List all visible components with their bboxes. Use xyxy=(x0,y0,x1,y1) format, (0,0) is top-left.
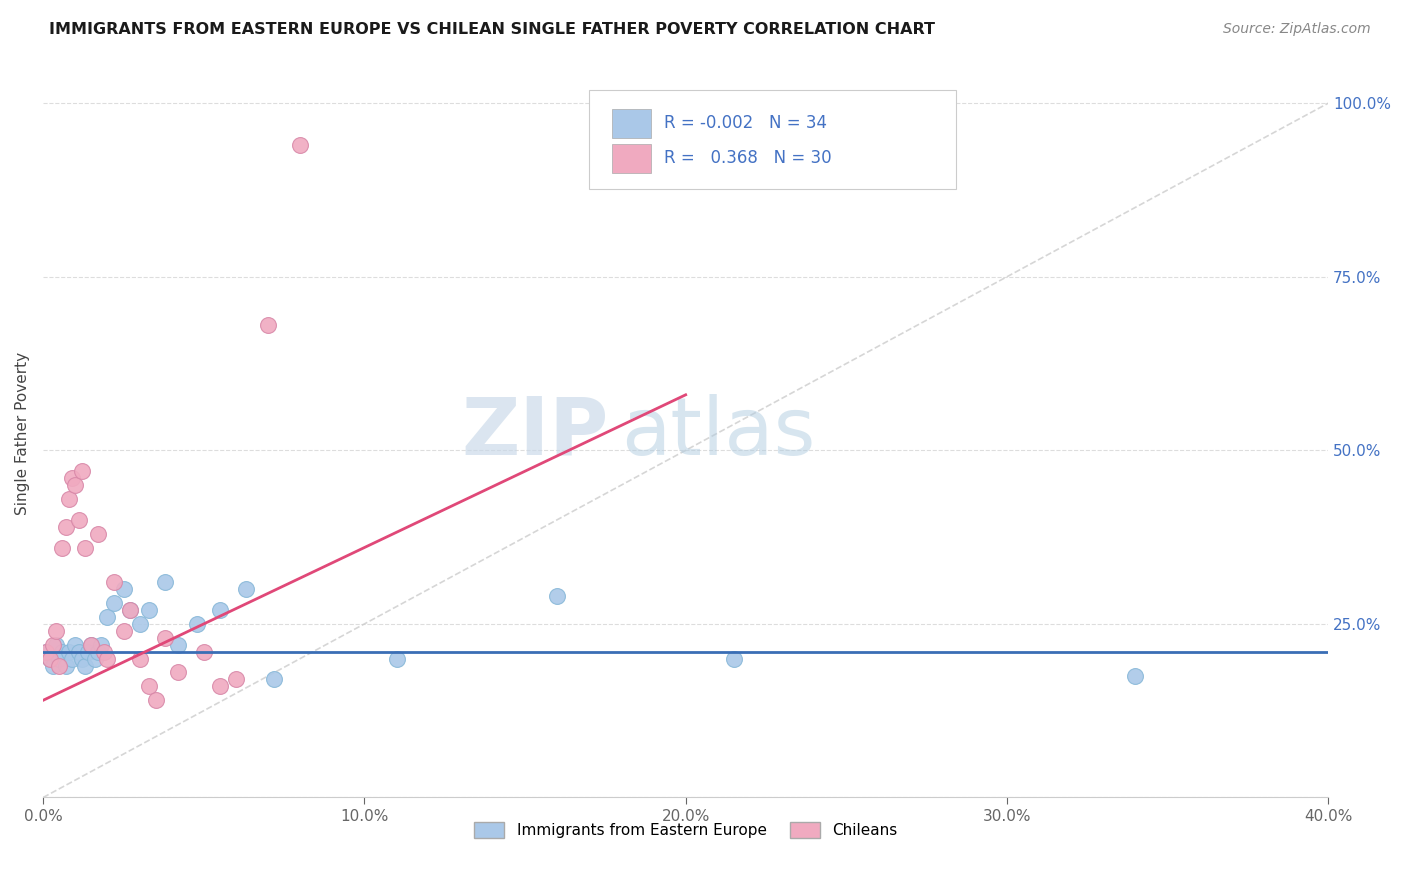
Point xyxy=(73,658,96,673)
Point xyxy=(38,651,60,665)
Point xyxy=(96,610,118,624)
Point xyxy=(155,575,177,590)
Point xyxy=(263,673,285,687)
Point xyxy=(103,596,125,610)
Point xyxy=(235,582,257,597)
Point xyxy=(225,673,247,687)
Point xyxy=(257,318,280,333)
Point xyxy=(167,665,190,680)
Point xyxy=(38,651,60,665)
Point xyxy=(208,603,231,617)
Point xyxy=(112,624,135,638)
Point xyxy=(48,658,70,673)
Point xyxy=(90,638,112,652)
Point xyxy=(118,603,141,617)
Point xyxy=(145,693,167,707)
Point xyxy=(118,603,141,617)
Text: R = -0.002   N = 34: R = -0.002 N = 34 xyxy=(664,114,827,132)
Point xyxy=(73,541,96,555)
Bar xyxy=(613,144,651,173)
Point xyxy=(58,491,80,506)
Point xyxy=(65,478,87,492)
Point xyxy=(723,651,745,665)
Point xyxy=(77,645,100,659)
Point xyxy=(83,651,105,665)
Point xyxy=(80,638,103,652)
Point xyxy=(138,603,160,617)
Point xyxy=(35,645,58,659)
Point xyxy=(42,638,65,652)
Point xyxy=(112,582,135,597)
Text: Source: ZipAtlas.com: Source: ZipAtlas.com xyxy=(1223,22,1371,37)
Bar xyxy=(613,109,651,137)
Point xyxy=(55,519,77,533)
Point xyxy=(103,575,125,590)
Point xyxy=(87,526,110,541)
Point xyxy=(60,471,83,485)
Point xyxy=(80,638,103,652)
Point xyxy=(290,137,312,152)
Point xyxy=(138,679,160,693)
Point xyxy=(546,589,568,603)
Text: atlas: atlas xyxy=(621,394,815,472)
Point xyxy=(67,513,90,527)
Point xyxy=(128,651,150,665)
Y-axis label: Single Father Poverty: Single Father Poverty xyxy=(15,351,30,515)
Point xyxy=(96,651,118,665)
Point xyxy=(155,631,177,645)
Point xyxy=(385,651,408,665)
Text: R =   0.368   N = 30: R = 0.368 N = 30 xyxy=(664,149,831,167)
Point xyxy=(67,645,90,659)
Point xyxy=(1125,669,1147,683)
Point xyxy=(93,645,115,659)
Point xyxy=(128,616,150,631)
Point xyxy=(51,541,73,555)
Point xyxy=(48,651,70,665)
Text: ZIP: ZIP xyxy=(461,394,609,472)
Point xyxy=(87,645,110,659)
Point xyxy=(55,658,77,673)
Legend: Immigrants from Eastern Europe, Chileans: Immigrants from Eastern Europe, Chileans xyxy=(468,816,904,845)
Point xyxy=(70,464,93,478)
Point xyxy=(35,645,58,659)
Point xyxy=(45,624,67,638)
Point xyxy=(208,679,231,693)
Point xyxy=(58,645,80,659)
Point xyxy=(193,645,215,659)
Point xyxy=(60,651,83,665)
Point xyxy=(51,645,73,659)
Point xyxy=(167,638,190,652)
FancyBboxPatch shape xyxy=(589,90,956,189)
Point xyxy=(45,638,67,652)
Point xyxy=(42,658,65,673)
Point xyxy=(70,651,93,665)
Text: IMMIGRANTS FROM EASTERN EUROPE VS CHILEAN SINGLE FATHER POVERTY CORRELATION CHAR: IMMIGRANTS FROM EASTERN EUROPE VS CHILEA… xyxy=(49,22,935,37)
Point xyxy=(186,616,208,631)
Point xyxy=(65,638,87,652)
